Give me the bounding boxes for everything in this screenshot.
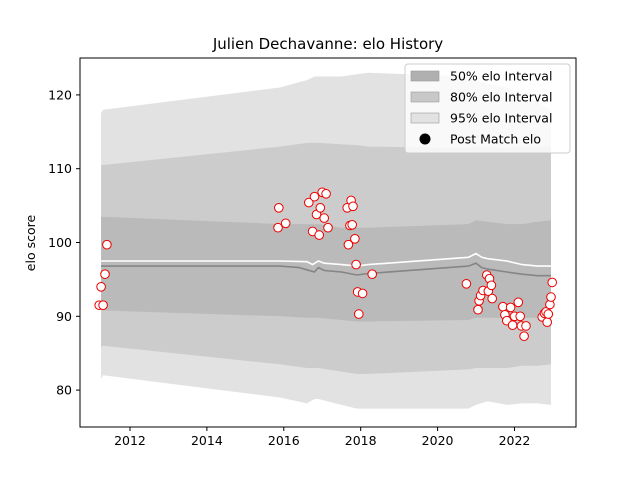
legend-label: 95% elo Interval — [450, 111, 552, 126]
post-match-point — [321, 189, 331, 199]
mean-elo-line — [101, 252, 551, 267]
legend-swatch — [410, 91, 440, 103]
post-match-point — [280, 218, 291, 229]
post-match-point — [351, 259, 361, 270]
legend-label: 80% elo Interval — [450, 90, 552, 105]
post-match-point — [354, 309, 364, 319]
post-match-point — [486, 280, 497, 291]
y-axis: 80 90 100 110 120 — [48, 87, 80, 398]
post-match-point — [343, 239, 354, 250]
legend-box — [404, 63, 571, 154]
post-match-point — [473, 304, 483, 315]
band-50-interval — [101, 216, 551, 322]
post-match-point — [350, 234, 360, 244]
post-match-point — [521, 321, 531, 331]
x-tick-label: 2016 — [268, 433, 300, 448]
post-match-point — [98, 300, 108, 311]
post-match-point — [314, 230, 325, 240]
post-match-point — [507, 320, 518, 331]
x-axis: 2012 2014 2016 2018 2020 2022 — [114, 427, 530, 448]
post-match-point — [273, 222, 283, 233]
x-tick-label: 2012 — [114, 433, 146, 448]
post-match-point — [547, 277, 558, 288]
y-axis-label: elo score — [23, 215, 38, 272]
post-match-point — [546, 292, 556, 302]
post-match-point — [487, 293, 498, 304]
legend-label: 50% elo Interval — [450, 69, 552, 84]
legend-label: Post Match elo — [450, 132, 541, 147]
y-tick-label: 110 — [48, 161, 72, 176]
post-match-point — [96, 282, 106, 292]
post-match-point — [519, 331, 529, 342]
post-match-point — [543, 309, 554, 319]
legend-marker — [419, 133, 431, 145]
post-match-point — [348, 201, 358, 212]
post-match-point — [309, 191, 320, 202]
post-match-point — [274, 203, 284, 213]
post-match-point — [367, 269, 378, 280]
post-match-point — [304, 197, 314, 208]
post-match-point — [319, 213, 330, 223]
x-tick-label: 2020 — [422, 433, 454, 448]
y-tick-label: 120 — [48, 87, 72, 102]
post-match-point — [542, 317, 553, 328]
legend-swatch — [410, 112, 440, 124]
post-match-point — [347, 220, 358, 230]
chart-title: Julien Dechavanne: elo History — [212, 35, 443, 53]
legend-swatch — [410, 70, 440, 82]
post-match-point — [513, 297, 524, 308]
post-match-point — [315, 203, 326, 213]
post-match-point — [357, 288, 368, 299]
post-match-point — [505, 302, 516, 313]
y-tick-label: 100 — [48, 235, 72, 250]
x-tick-label: 2022 — [499, 433, 531, 448]
x-tick-label: 2014 — [191, 433, 223, 448]
plot-area — [94, 72, 558, 409]
x-tick-label: 2018 — [345, 433, 377, 448]
post-match-point — [461, 279, 472, 289]
post-match-point — [323, 222, 333, 233]
legend: 50% elo Interval 80% elo Interval 95% elo … — [404, 63, 571, 154]
y-tick-label: 90 — [56, 309, 72, 324]
post-match-point — [102, 239, 112, 250]
y-tick-label: 80 — [56, 383, 72, 398]
post-match-points — [94, 187, 558, 342]
post-match-point — [515, 311, 526, 322]
post-match-point — [100, 269, 110, 280]
